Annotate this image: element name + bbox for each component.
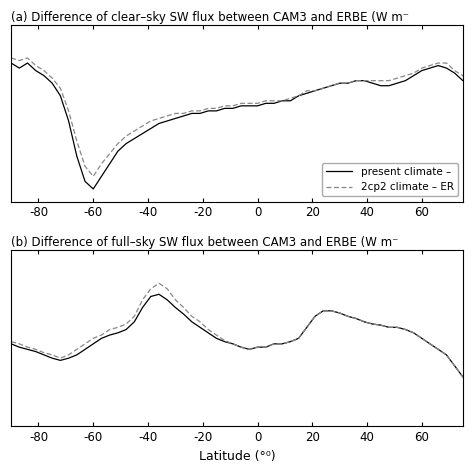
Text: (b) Difference of full–sky SW flux between CAM3 and ERBE (W m⁻: (b) Difference of full–sky SW flux betwe… [11, 236, 399, 249]
Text: (a) Difference of clear–sky SW flux between CAM3 and ERBE (W m⁻: (a) Difference of clear–sky SW flux betw… [11, 11, 409, 24]
Legend: present climate –, 2cp2 climate – ER: present climate –, 2cp2 climate – ER [322, 163, 458, 196]
X-axis label: Latitude (°⁰): Latitude (°⁰) [199, 450, 275, 463]
